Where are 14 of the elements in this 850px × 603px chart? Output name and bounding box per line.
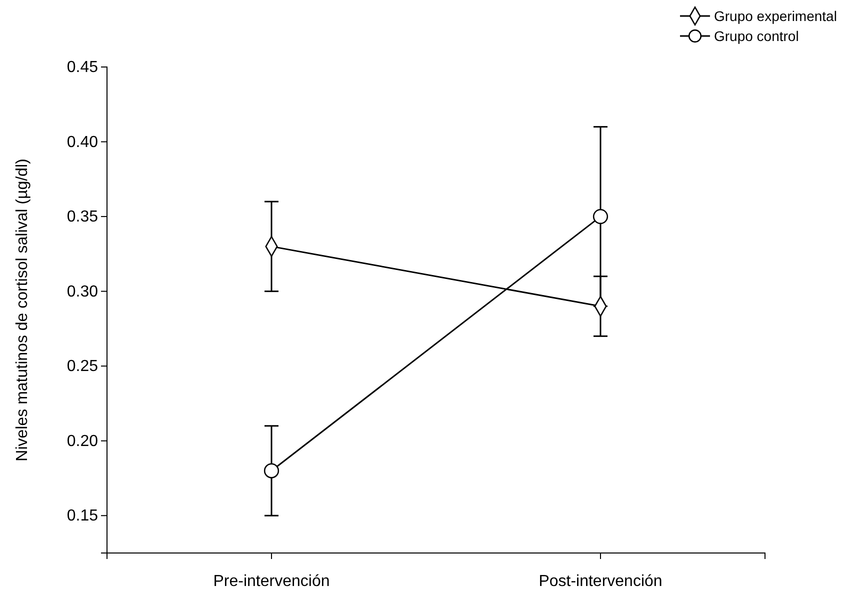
x-tick-label: Pre-intervención [213,573,330,590]
y-tick-label: 0.35 [66,208,98,226]
legend-label: Grupo control [714,28,799,44]
point [592,208,608,224]
point [264,463,280,478]
y-tick-label: 0.25 [66,358,98,376]
y-tick-label: 0.15 [66,508,98,525]
y-axis-title: Niveles matutinos de cortisol salival (µg/dl) [14,158,31,462]
y-tick-label: 0.45 [66,59,98,76]
legend-label: Grupo experimental [714,8,837,24]
y-tick-label: 0.30 [66,283,98,300]
y-tick-label: 0.20 [66,432,98,450]
y-tick-label: 0.40 [66,134,98,151]
x-tick-label: Post-intervención [538,573,662,590]
